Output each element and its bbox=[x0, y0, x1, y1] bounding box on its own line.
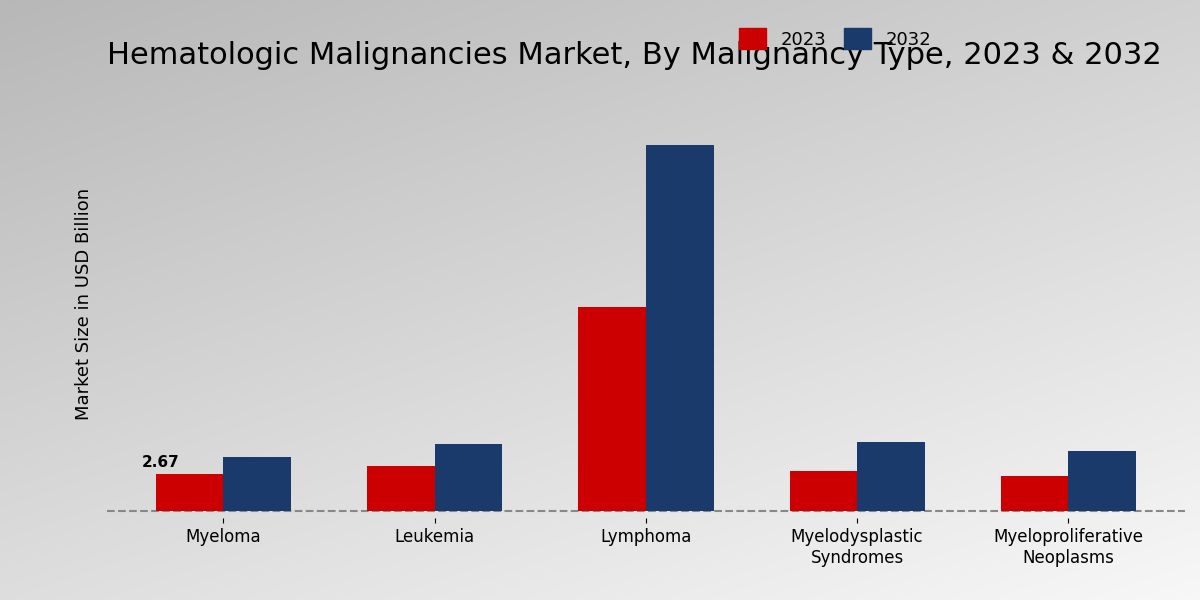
Bar bbox=[434, 444, 503, 511]
Bar bbox=[156, 474, 223, 511]
Text: 2.67: 2.67 bbox=[142, 455, 179, 470]
Bar bbox=[1068, 451, 1136, 511]
Bar bbox=[578, 307, 646, 511]
Bar bbox=[857, 442, 925, 511]
Bar bbox=[367, 466, 434, 511]
Bar bbox=[1001, 476, 1068, 511]
Bar bbox=[646, 145, 714, 511]
Text: Hematologic Malignancies Market, By Malignancy Type, 2023 & 2032: Hematologic Malignancies Market, By Mali… bbox=[107, 41, 1162, 70]
Bar bbox=[223, 457, 292, 511]
Legend: 2023, 2032: 2023, 2032 bbox=[732, 21, 938, 56]
Y-axis label: Market Size in USD Billion: Market Size in USD Billion bbox=[74, 188, 94, 420]
Bar bbox=[790, 470, 857, 511]
